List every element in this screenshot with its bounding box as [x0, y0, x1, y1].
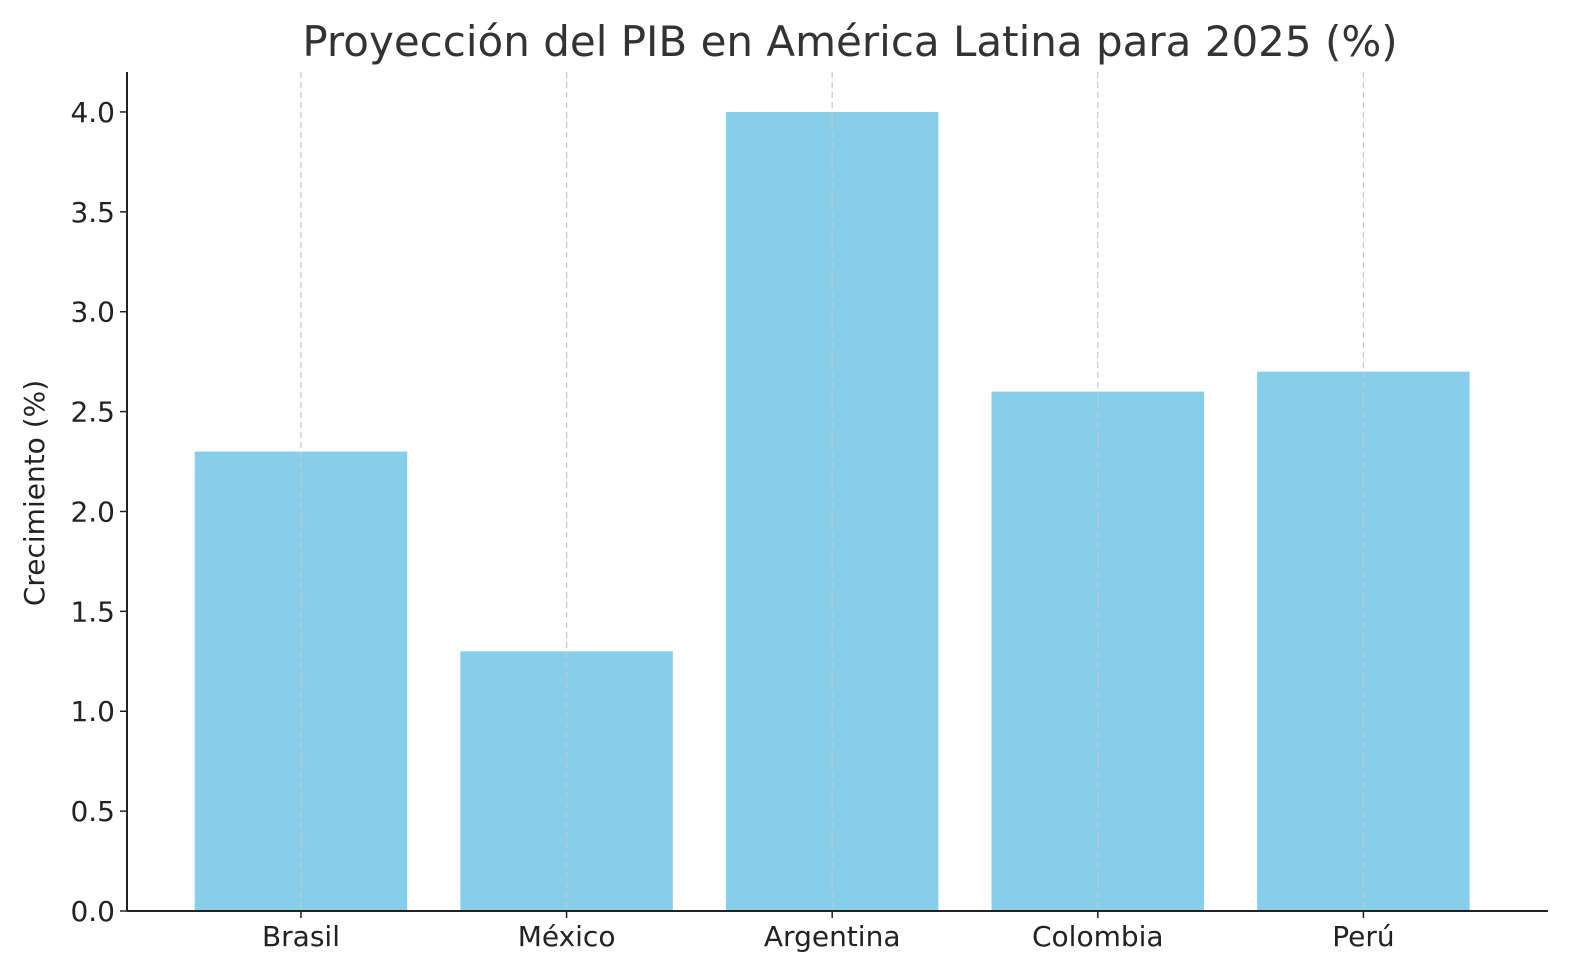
bars — [194, 111, 1470, 912]
y-tick-label: 2.5 — [70, 396, 115, 429]
y-tick-label: 1.5 — [70, 595, 115, 628]
bar-perú — [1257, 371, 1470, 912]
x-tick-label: Perú — [1332, 920, 1394, 953]
chart-title: Proyección del PIB en América Latina par… — [302, 17, 1397, 66]
x-tick-label: Colombia — [1032, 920, 1164, 953]
y-tick-label: 3.0 — [70, 296, 115, 329]
x-tick-label: Brasil — [262, 920, 340, 953]
x-tick-label: Argentina — [764, 920, 901, 953]
y-tick-label: 4.0 — [70, 96, 115, 129]
y-axis-label: Crecimiento (%) — [18, 380, 51, 606]
y-tick-label: 3.5 — [70, 196, 115, 229]
y-tick-label: 2.0 — [70, 495, 115, 528]
y-tick-label: 0.5 — [70, 795, 115, 828]
y-tick-label: 1.0 — [70, 695, 115, 728]
y-ticks: 0.0 0.5 1.0 1.5 2.0 2.5 3.0 3.5 4.0 — [70, 96, 127, 928]
bar-argentina — [725, 111, 939, 911]
x-ticks: Brasil México Argentina Colombia Perú — [262, 911, 1395, 953]
y-tick-label: 0.0 — [70, 895, 115, 928]
x-tick-label: México — [518, 920, 616, 953]
